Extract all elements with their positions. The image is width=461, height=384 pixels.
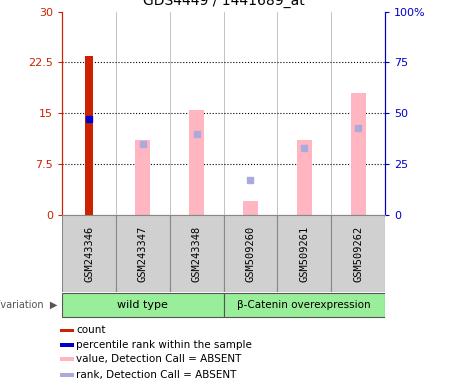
Bar bbox=[350, 93, 366, 215]
Bar bbox=[224, 293, 385, 317]
Text: GSM243346: GSM243346 bbox=[84, 225, 94, 281]
Text: GSM243347: GSM243347 bbox=[138, 225, 148, 281]
Title: GDS4449 / 1441689_at: GDS4449 / 1441689_at bbox=[143, 0, 304, 8]
Text: β-Catenin overexpression: β-Catenin overexpression bbox=[237, 300, 371, 310]
Text: value, Detection Call = ABSENT: value, Detection Call = ABSENT bbox=[76, 354, 241, 364]
Bar bbox=[60, 373, 74, 377]
Bar bbox=[62, 215, 116, 292]
Bar bbox=[243, 202, 258, 215]
Bar bbox=[224, 215, 278, 292]
Bar bbox=[62, 293, 224, 317]
Bar bbox=[297, 141, 312, 215]
Text: wild type: wild type bbox=[118, 300, 168, 310]
Bar bbox=[116, 215, 170, 292]
Bar bbox=[278, 215, 331, 292]
Bar bbox=[85, 56, 93, 215]
Bar bbox=[170, 215, 224, 292]
Bar bbox=[331, 215, 385, 292]
Text: percentile rank within the sample: percentile rank within the sample bbox=[76, 340, 252, 350]
Text: rank, Detection Call = ABSENT: rank, Detection Call = ABSENT bbox=[76, 370, 236, 380]
Text: GSM509260: GSM509260 bbox=[245, 225, 255, 281]
Text: genotype/variation  ▶: genotype/variation ▶ bbox=[0, 300, 57, 310]
Bar bbox=[189, 110, 204, 215]
Text: GSM509261: GSM509261 bbox=[299, 225, 309, 281]
Bar bbox=[60, 343, 74, 347]
Text: GSM243348: GSM243348 bbox=[192, 225, 202, 281]
Text: GSM509262: GSM509262 bbox=[353, 225, 363, 281]
Bar bbox=[60, 329, 74, 333]
Bar bbox=[136, 141, 150, 215]
Bar bbox=[60, 357, 74, 361]
Text: count: count bbox=[76, 326, 106, 336]
